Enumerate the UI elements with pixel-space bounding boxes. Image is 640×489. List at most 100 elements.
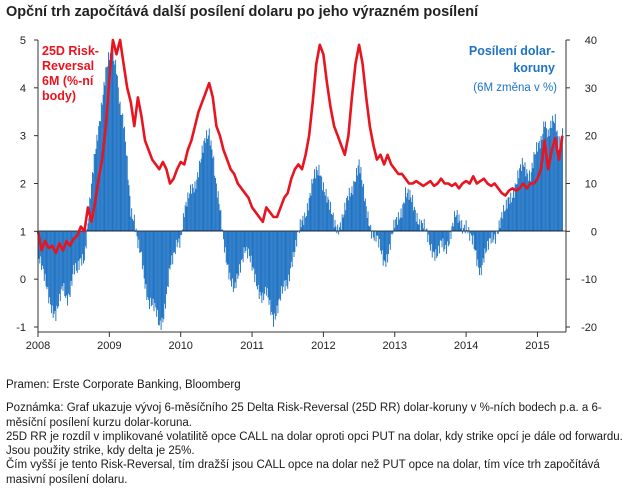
bar <box>487 231 489 241</box>
bar <box>400 208 402 232</box>
bar <box>344 202 346 232</box>
bar <box>373 231 375 241</box>
bar <box>436 231 438 259</box>
bar <box>105 67 107 232</box>
bar <box>463 224 465 232</box>
bar <box>443 231 445 252</box>
bar <box>216 197 218 232</box>
bar <box>446 231 448 242</box>
bar <box>203 140 205 232</box>
bar <box>471 231 473 245</box>
bar <box>225 231 227 263</box>
bar <box>190 184 192 232</box>
bar <box>186 206 188 232</box>
bar <box>311 179 313 232</box>
bar <box>132 220 134 232</box>
bar <box>365 206 367 232</box>
right-tick-label: 0 <box>591 226 597 238</box>
bar <box>243 231 245 248</box>
bar <box>182 213 184 232</box>
bar <box>372 231 374 238</box>
bar <box>396 224 398 232</box>
bar <box>502 218 504 232</box>
bar <box>468 227 470 232</box>
bar <box>167 231 169 288</box>
bar <box>114 64 116 232</box>
bar <box>405 197 407 232</box>
x-tick-label: 2014 <box>454 340 478 352</box>
bar <box>92 173 94 232</box>
bar <box>149 231 150 310</box>
bar <box>512 197 513 232</box>
bar <box>174 231 175 253</box>
bar <box>343 214 345 232</box>
bar <box>165 231 167 295</box>
bar <box>390 231 392 234</box>
bar <box>231 231 233 279</box>
bar <box>196 179 198 232</box>
bar <box>482 231 484 259</box>
bar <box>409 189 411 232</box>
bar <box>76 231 78 273</box>
bar <box>389 231 391 250</box>
bar <box>255 231 257 275</box>
bar <box>504 211 505 232</box>
bar <box>68 231 70 296</box>
bar <box>245 231 247 251</box>
bar <box>298 231 300 234</box>
bar <box>229 231 231 273</box>
bar <box>161 231 163 318</box>
bar <box>288 231 290 275</box>
bar <box>326 202 328 232</box>
bar <box>417 224 419 232</box>
bar <box>157 231 159 310</box>
bar <box>88 217 90 232</box>
bar <box>278 231 280 300</box>
note-paragraph-2: 25D RR je rozdíl v implikované volatilit… <box>6 430 623 458</box>
bar <box>210 140 212 232</box>
bar <box>165 231 167 309</box>
bar <box>561 138 563 232</box>
bar <box>478 231 480 268</box>
bar <box>169 231 171 270</box>
bar <box>423 218 425 232</box>
bar <box>224 231 226 248</box>
bar <box>540 135 542 232</box>
bar-series-sublabel: (6M změna v %) <box>473 82 557 94</box>
bar <box>166 231 168 287</box>
bar <box>352 194 354 232</box>
bar <box>514 183 516 232</box>
bar <box>231 231 233 287</box>
bar <box>275 231 277 316</box>
bar <box>214 175 216 232</box>
bar <box>63 231 65 284</box>
bar <box>144 231 146 289</box>
bar <box>348 187 350 232</box>
bar <box>77 231 79 262</box>
bar <box>91 172 93 232</box>
bar <box>529 181 531 232</box>
bar <box>537 142 539 232</box>
bar <box>153 231 155 312</box>
bar <box>371 231 373 239</box>
bar <box>57 231 59 309</box>
bar <box>322 190 324 232</box>
bar <box>163 231 165 320</box>
bar <box>188 198 190 232</box>
bar <box>382 231 384 266</box>
bar <box>325 188 327 232</box>
bar <box>132 218 134 232</box>
bar <box>350 192 352 232</box>
bar-series-label: Posílení dolar- <box>469 44 555 58</box>
bar <box>217 191 219 232</box>
bar <box>241 231 243 259</box>
bar <box>62 231 64 292</box>
bar <box>377 231 379 236</box>
bar <box>223 231 225 240</box>
bar <box>355 168 357 232</box>
bar <box>297 231 299 233</box>
bar <box>211 149 213 232</box>
bar <box>479 231 481 268</box>
bar <box>525 176 527 232</box>
